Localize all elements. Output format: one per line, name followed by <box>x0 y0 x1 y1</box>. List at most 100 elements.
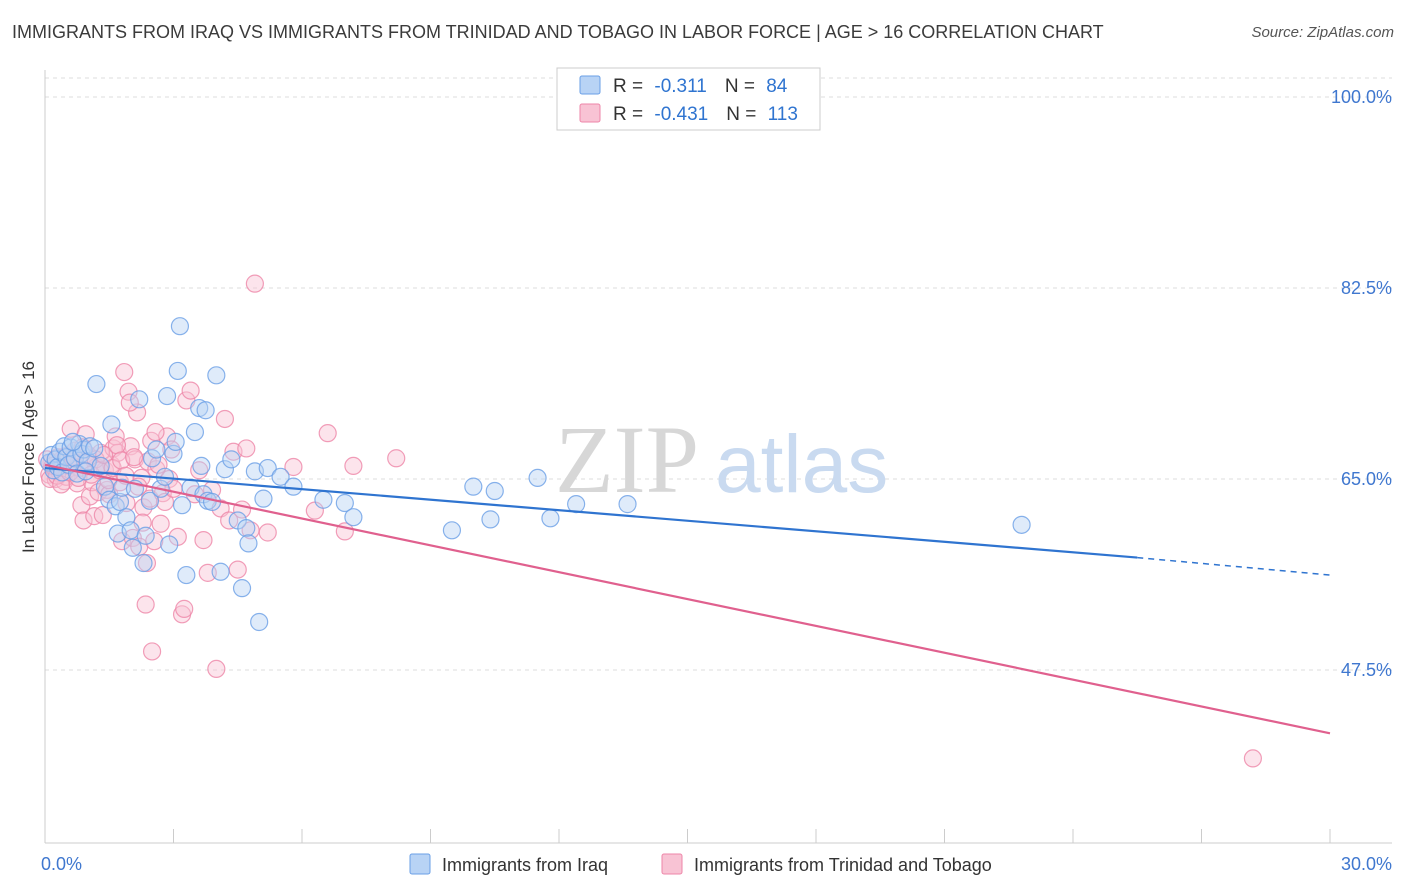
point-iraq-44 <box>170 317 190 336</box>
point-trinidad-67 <box>198 563 217 582</box>
point-iraq-70 <box>344 508 363 527</box>
y-tick-label-0: 47.5% <box>1341 660 1392 680</box>
point-iraq-72 <box>464 477 483 496</box>
point-iraq-65 <box>258 458 277 478</box>
point-trinidad-16 <box>74 511 93 530</box>
point-trinidad-84 <box>344 456 363 476</box>
x-tick-labels: 0.0% 30.0% <box>41 854 1392 874</box>
y-tick-label-1: 65.0% <box>1341 469 1392 489</box>
point-trinidad-79 <box>258 523 277 542</box>
point-trinidad-78 <box>245 274 264 293</box>
point-iraq-61 <box>239 534 258 553</box>
point-iraq-64 <box>254 489 273 508</box>
point-trinidad-25 <box>93 505 112 525</box>
x-tick-label-1: 30.0% <box>1341 854 1392 874</box>
y-tick-label-2: 82.5% <box>1341 278 1392 298</box>
point-iraq-80 <box>87 374 106 394</box>
watermark: ZIP atlas <box>555 406 888 513</box>
point-trinidad-48 <box>142 642 162 661</box>
point-trinidad-113 <box>146 422 165 442</box>
point-iraq-76 <box>541 509 560 528</box>
point-iraq-48 <box>185 422 205 442</box>
point-trinidad-107 <box>120 393 139 412</box>
point-trinidad-108 <box>124 448 144 467</box>
point-trinidad-104 <box>107 436 127 455</box>
point-iraq-63 <box>250 612 269 632</box>
legend-r-label-trinidad: R = <box>613 104 648 125</box>
correlation-legend: R = -0.311 N = 84 R = -0.431 N = 113 <box>556 67 821 131</box>
legend-r-label-iraq: R = <box>613 76 648 97</box>
point-iraq-68 <box>314 490 333 509</box>
point-iraq-57 <box>222 450 241 469</box>
point-iraq-18 <box>85 439 104 458</box>
point-iraq-74 <box>485 481 504 501</box>
legend-swatch-iraq <box>579 75 601 95</box>
legend-n-label-trinidad: N = <box>726 104 761 125</box>
series-legend: Immigrants from Iraq Immigrants from Tri… <box>409 853 992 875</box>
point-trinidad-66 <box>194 531 213 550</box>
legend-n-label-iraq: N = <box>725 76 760 97</box>
point-trinidad-74 <box>228 560 247 579</box>
point-iraq-21 <box>100 490 119 509</box>
trend-line-trinidad <box>44 463 1331 735</box>
point-trinidad-71 <box>215 409 234 429</box>
point-iraq-34 <box>140 491 160 510</box>
point-iraq-45 <box>172 496 192 515</box>
point-iraq-39 <box>157 386 177 406</box>
point-iraq-46 <box>177 565 196 585</box>
point-iraq-66 <box>271 467 290 486</box>
point-iraq-31 <box>130 390 149 409</box>
point-iraq-56 <box>215 460 234 479</box>
point-iraq-43 <box>168 361 187 381</box>
point-trinidad-76 <box>237 439 256 458</box>
point-iraq-22 <box>102 415 121 434</box>
series-iraq-points <box>40 317 1031 632</box>
point-iraq-83 <box>196 401 215 420</box>
chart-title: IMMIGRANTS FROM IRAQ VS IMMIGRANTS FROM … <box>12 22 1104 42</box>
trend-extension-iraq <box>1137 556 1331 576</box>
point-trinidad-82 <box>318 424 337 443</box>
point-iraq-25 <box>110 492 130 512</box>
series-trinidad-points <box>38 274 1263 768</box>
point-trinidad-69 <box>207 659 226 679</box>
point-iraq-42 <box>166 432 185 451</box>
y-tick-label-3: 100.0% <box>1331 87 1392 107</box>
watermark-atlas: atlas <box>715 419 888 510</box>
bottom-legend-label-iraq: Immigrants from Iraq <box>442 855 608 875</box>
legend-swatch-trinidad <box>579 103 601 123</box>
point-iraq-29 <box>123 538 142 557</box>
legend-r-value-iraq: -0.311 <box>654 76 706 97</box>
legend-n-value-iraq: 84 <box>766 76 788 97</box>
trend-lines <box>44 463 1331 735</box>
point-iraq-67 <box>284 477 303 496</box>
point-trinidad-63 <box>181 381 200 400</box>
point-trinidad-52 <box>151 514 170 533</box>
point-iraq-75 <box>528 468 547 488</box>
point-iraq-26 <box>112 478 132 497</box>
point-trinidad-80 <box>284 457 303 477</box>
x-tick-label-0: 0.0% <box>41 854 82 874</box>
point-iraq-32 <box>134 553 153 573</box>
point-trinidad-35 <box>115 362 134 382</box>
point-iraq-33 <box>136 526 155 545</box>
point-trinidad-61 <box>175 599 194 618</box>
bottom-legend-label-trinidad: Immigrants from Trinidad and Tobago <box>694 855 992 875</box>
point-iraq-54 <box>207 366 226 385</box>
point-iraq-60 <box>237 519 256 538</box>
point-iraq-36 <box>147 440 166 459</box>
point-trinidad-86 <box>1243 749 1263 768</box>
trend-line-iraq <box>44 466 1138 559</box>
point-iraq-81 <box>63 432 82 451</box>
legend-n-value-trinidad: 113 <box>768 104 798 125</box>
point-trinidad-101 <box>95 445 114 465</box>
point-trinidad-45 <box>136 595 155 614</box>
point-iraq-78 <box>618 495 637 514</box>
point-iraq-73 <box>481 510 500 529</box>
y-axis-label: In Labor Force | Age > 16 <box>19 361 38 553</box>
point-iraq-79 <box>1012 515 1031 534</box>
point-trinidad-19 <box>80 487 100 506</box>
source-label: Source: ZipAtlas.com <box>1251 24 1394 41</box>
